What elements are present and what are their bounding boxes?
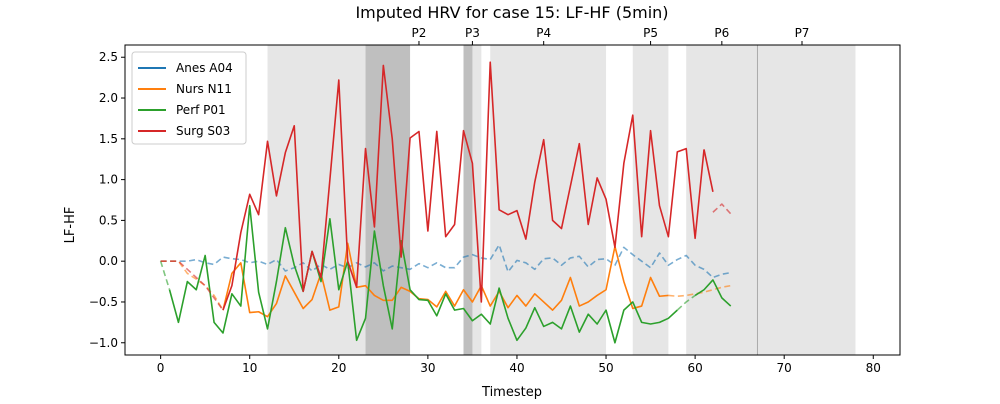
y-tick-label: 2.5 xyxy=(99,50,118,64)
chart-title: Imputed HRV for case 15: LF-HF (5min) xyxy=(355,3,668,22)
series-line xyxy=(160,260,224,311)
phase-label: P2 xyxy=(412,26,427,40)
y-tick-label: 0.5 xyxy=(99,213,118,227)
series-line xyxy=(703,149,714,193)
series-line xyxy=(712,203,732,215)
series-line xyxy=(676,294,696,311)
phase-span xyxy=(463,45,482,355)
y-axis: −1.0 −0.5 0.0 0.5 1.0 1.5 2.0 2.5 xyxy=(89,50,125,350)
x-axis: 0 10 20 30 40 50 60 70 80 xyxy=(157,355,881,375)
y-tick-label: −1.0 xyxy=(89,336,118,350)
x-tick-label: 0 xyxy=(157,361,165,375)
phase-spans xyxy=(267,45,856,355)
legend-label: Perf P01 xyxy=(176,103,226,117)
phase-span xyxy=(757,45,856,355)
plot-frame xyxy=(124,44,901,356)
legend-box xyxy=(131,51,247,145)
x-tick-label: 20 xyxy=(331,361,346,375)
x-tick-label: 50 xyxy=(598,361,613,375)
series-line xyxy=(159,260,171,290)
legend: Anes A04 Nurs N11 Perf P01 Surg S03 xyxy=(131,51,247,145)
y-tick-label: 1.5 xyxy=(99,132,118,146)
phase-label: P5 xyxy=(643,26,658,40)
phase-labels: P2 P3 P4 P5 P6 P7 xyxy=(412,26,810,45)
x-tick-label: 10 xyxy=(242,361,257,375)
phase-span xyxy=(632,45,669,355)
phase-span xyxy=(686,45,758,355)
series-lines xyxy=(159,61,732,344)
y-axis-label: LF-HF xyxy=(63,207,78,244)
phase-label: P3 xyxy=(465,26,480,40)
phase-label: P6 xyxy=(714,26,729,40)
phase-span xyxy=(463,45,473,355)
x-tick-label: 60 xyxy=(687,361,702,375)
legend-label: Surg S03 xyxy=(176,124,230,138)
phase-label: P4 xyxy=(536,26,551,40)
y-tick-label: 2.0 xyxy=(99,91,118,105)
series-line xyxy=(222,61,705,311)
y-tick-label: 0.0 xyxy=(99,254,118,268)
series-line xyxy=(222,242,669,318)
x-axis-label: Timestep xyxy=(481,385,542,400)
y-tick-label: 1.0 xyxy=(99,173,118,187)
x-tick-label: 30 xyxy=(420,361,435,375)
series-line xyxy=(168,204,678,344)
legend-label: Nurs N11 xyxy=(176,82,232,96)
phase-span xyxy=(490,45,607,355)
x-tick-label: 40 xyxy=(509,361,524,375)
x-tick-label: 80 xyxy=(866,361,881,375)
series-line xyxy=(694,279,732,307)
x-tick-label: 70 xyxy=(777,361,792,375)
y-tick-label: −0.5 xyxy=(89,295,118,309)
legend-label: Anes A04 xyxy=(176,61,233,75)
phase-label: P7 xyxy=(795,26,810,40)
